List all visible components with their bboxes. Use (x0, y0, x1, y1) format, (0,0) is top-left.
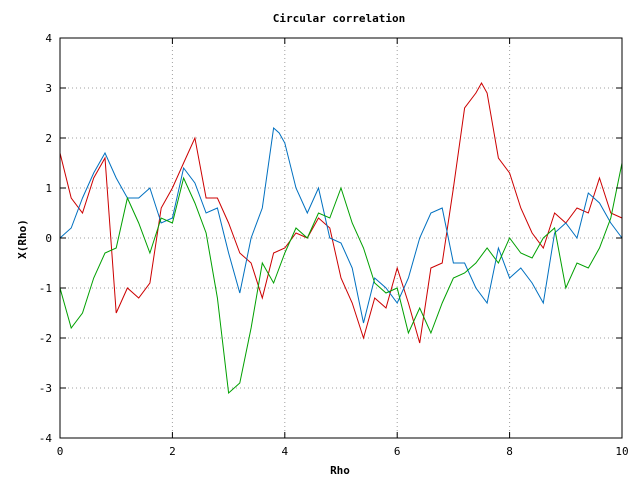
y-tick-label: 0 (45, 232, 52, 245)
x-tick-label: 6 (394, 445, 401, 458)
y-tick-label: -1 (39, 282, 52, 295)
series-line-2 (59, 127, 623, 324)
x-tick-label: 2 (169, 445, 176, 458)
y-tick-label: -2 (39, 332, 52, 345)
x-axis-label: Rho (330, 464, 350, 477)
y-tick-label: 2 (45, 132, 52, 145)
y-tick-label: 1 (45, 182, 52, 195)
series-line-1 (59, 81, 623, 344)
x-tick-label: 0 (57, 445, 64, 458)
x-tick-label: 4 (281, 445, 288, 458)
tick-labels: 0 2 4 6 8 10 -4 -3 -2 -1 0 1 2 3 4 (39, 32, 629, 458)
y-tick-label: -4 (39, 432, 53, 445)
ticks (59, 37, 623, 439)
y-tick-label: 4 (45, 32, 52, 45)
y-tick-label: 3 (45, 82, 52, 95)
y-tick-label: -3 (39, 382, 52, 395)
x-tick-label: 8 (506, 445, 513, 458)
series-layer (59, 81, 623, 395)
series-line-3 (59, 162, 623, 395)
x-tick-label: 10 (615, 445, 628, 458)
chart-title: Circular correlation (273, 12, 405, 25)
y-axis-label: X(Rho) (16, 219, 29, 259)
